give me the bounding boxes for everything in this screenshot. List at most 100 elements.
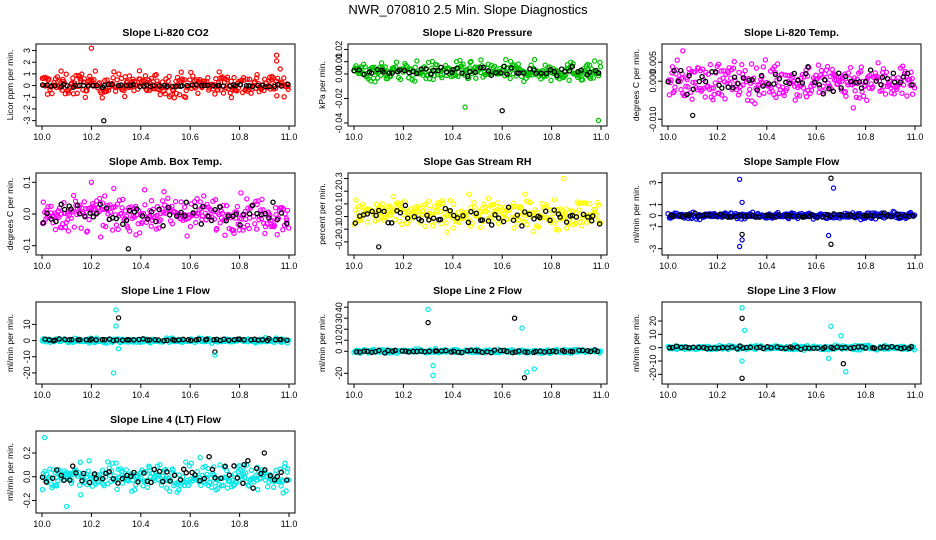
data-point [735, 80, 741, 87]
data-point [280, 226, 286, 233]
data-point [274, 75, 281, 82]
data-point [283, 488, 289, 494]
data-point [104, 459, 111, 465]
data-point [120, 221, 126, 227]
outlier-point [425, 319, 431, 326]
data-point [800, 85, 807, 91]
outlier-point [115, 315, 122, 321]
data-point [889, 343, 895, 350]
data-point [231, 74, 237, 81]
data-point [234, 203, 240, 210]
x-tick-label: 10.0 [33, 519, 51, 529]
data-point [554, 72, 560, 79]
data-point [795, 77, 801, 84]
data-point [184, 233, 190, 239]
data-point [772, 71, 779, 78]
outlier-point [825, 232, 832, 239]
data-point [789, 345, 795, 351]
data-point [200, 203, 206, 210]
outlier-point [115, 346, 122, 352]
data-point [182, 459, 189, 465]
data-point [541, 349, 548, 355]
data-point [729, 344, 735, 350]
outlier-point [838, 333, 844, 339]
y-axis-label: ml/min per min. [631, 185, 641, 243]
x-tick-label: 10.4 [444, 132, 462, 142]
data-point [63, 71, 69, 77]
data-point [454, 215, 461, 221]
data-point [242, 470, 249, 476]
x-tick-label: 10.8 [543, 132, 561, 142]
data-point [424, 212, 430, 219]
data-point [746, 91, 752, 97]
data-point [799, 80, 806, 86]
data-point [362, 64, 368, 70]
data-point [372, 78, 378, 85]
data-point [274, 93, 280, 99]
y-tick-label: -0.2 [334, 234, 344, 250]
data-point [442, 205, 449, 212]
data-point [156, 468, 163, 475]
data-point [504, 71, 510, 77]
data-point [54, 467, 60, 473]
data-point [393, 59, 400, 65]
data-point [361, 348, 368, 354]
data-point [456, 219, 463, 225]
data-point [91, 471, 98, 477]
data-point [786, 80, 793, 87]
chart-panel: Slope Li-820 Pressure 10.0 10.2 10.4 10.6 10.… [317, 27, 609, 142]
data-point [712, 69, 719, 75]
data-point [563, 72, 569, 78]
data-point [126, 228, 133, 234]
data-point [385, 219, 391, 226]
data-point [455, 73, 461, 80]
data-point [169, 221, 175, 227]
data-point [477, 64, 484, 71]
data-point [530, 228, 537, 234]
data-point [595, 72, 602, 79]
data-point [727, 214, 734, 220]
data-point [891, 91, 897, 97]
outlier-point [88, 45, 95, 51]
data-point [527, 199, 534, 205]
data-point [61, 477, 67, 483]
data-point [100, 222, 106, 229]
data-point [226, 337, 232, 343]
data-point [105, 87, 112, 94]
x-tick-label: 10.0 [345, 132, 363, 142]
data-point [160, 223, 166, 229]
outlier-point [828, 175, 834, 181]
x-tick-label: 10.6 [181, 519, 199, 529]
data-point [284, 465, 291, 472]
data-point [844, 212, 851, 218]
data-point [430, 223, 436, 229]
data-point [553, 348, 559, 355]
x-tick-label: 10.0 [659, 132, 677, 142]
data-point [241, 211, 247, 218]
data-point [258, 470, 264, 477]
data-point [904, 70, 911, 77]
data-point [891, 79, 898, 86]
data-point [900, 63, 906, 69]
data-point [270, 484, 277, 490]
data-point [401, 67, 408, 74]
data-point [836, 79, 843, 85]
data-point [198, 82, 205, 89]
data-point [578, 222, 585, 229]
data-point [468, 58, 474, 65]
data-point [552, 220, 558, 227]
data-point [161, 337, 167, 344]
outlier-point [462, 104, 468, 110]
data-point [588, 218, 595, 224]
data-point [76, 482, 83, 488]
data-point [40, 199, 47, 205]
data-point [193, 82, 199, 88]
y-axis-label: degrees C per min. [631, 49, 641, 121]
data-point [397, 76, 404, 83]
data-point [223, 218, 229, 224]
data-point [709, 69, 715, 75]
x-tick-label: 10.2 [395, 261, 413, 271]
data-point [272, 204, 279, 211]
data-point [839, 78, 845, 84]
data-point [156, 83, 163, 89]
